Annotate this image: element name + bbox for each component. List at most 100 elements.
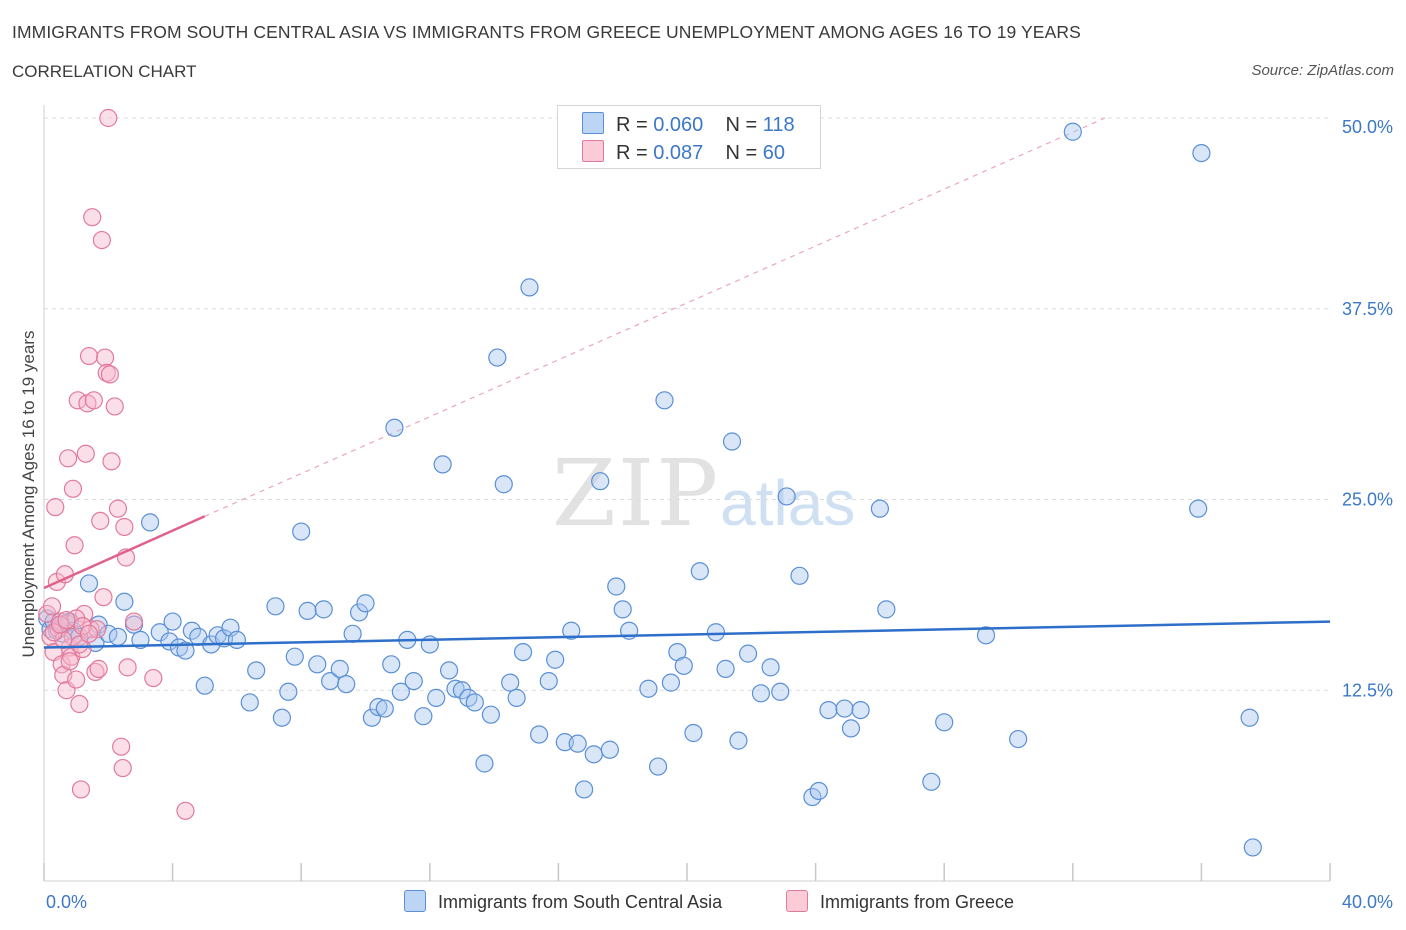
blue-swatch — [582, 112, 604, 134]
blue-point — [488, 348, 507, 367]
blue-point — [446, 679, 465, 698]
pink-swatch — [582, 140, 604, 162]
blue-point — [607, 577, 626, 596]
blue-point — [819, 700, 838, 720]
blue-point — [935, 713, 954, 732]
blue-point — [922, 772, 941, 791]
pink-point — [70, 694, 89, 714]
pink-point — [76, 444, 95, 463]
r-label: R = — [616, 114, 648, 136]
blue-point — [433, 455, 452, 474]
blue-point — [706, 623, 726, 642]
pink-point — [105, 397, 124, 416]
pink-point — [144, 668, 163, 688]
pink-point — [112, 737, 131, 756]
r-label: R = — [616, 142, 648, 164]
pink-point — [71, 780, 91, 799]
blue-point — [684, 723, 703, 743]
n-label: N = — [725, 142, 758, 164]
pink-point — [113, 758, 132, 778]
blue-point — [513, 642, 533, 662]
pink-point — [59, 449, 78, 468]
y-axis-label: Unemployment Among Ages 16 to 19 years — [19, 331, 38, 658]
blue-point — [292, 522, 311, 541]
blue-point — [591, 472, 610, 491]
blue-point — [575, 780, 594, 799]
pink-point — [44, 623, 63, 642]
blue-point — [481, 705, 500, 724]
pink-point — [79, 624, 99, 643]
blue-point — [771, 682, 790, 701]
pink-point — [57, 610, 76, 630]
blue-point — [530, 725, 549, 744]
blue-point — [648, 757, 668, 776]
blue-trend-line — [43, 620, 1331, 649]
source-note: Source: ZipAtlas.com — [1251, 62, 1394, 79]
blue-point — [176, 641, 195, 660]
pink-point — [92, 230, 111, 250]
pink-point — [46, 498, 65, 517]
blue-point — [140, 513, 160, 532]
blue-point — [661, 673, 681, 692]
blue-point — [520, 278, 539, 297]
blue-point — [546, 650, 565, 669]
blue-point — [427, 688, 446, 707]
blue-legend-swatch — [404, 890, 426, 912]
pink-point — [84, 391, 103, 410]
blue-point — [298, 601, 317, 620]
blue-point — [150, 623, 169, 642]
pink-point — [94, 588, 113, 607]
y-tick-label: 25.0% — [1342, 490, 1393, 510]
blue-point — [475, 754, 494, 773]
blue-point — [655, 391, 674, 410]
blue-point — [501, 673, 520, 692]
blue-point — [851, 700, 870, 720]
r-value: 0.060 — [653, 114, 704, 136]
pink-point — [65, 536, 84, 555]
blue-point — [639, 679, 658, 698]
pink-point — [118, 658, 137, 677]
blue-point — [115, 592, 134, 611]
pink-trend-extension — [204, 117, 1106, 517]
blue-point — [1063, 122, 1082, 141]
blue-point — [1192, 143, 1211, 163]
pink-point — [79, 346, 99, 366]
blue-point — [356, 594, 375, 613]
blue-point — [131, 630, 150, 649]
blue-point — [362, 708, 382, 727]
series-legend-blue: Immigrants from South Central Asia — [404, 890, 722, 913]
pink-point — [124, 612, 144, 631]
blue-point — [108, 627, 128, 646]
blue-point — [809, 781, 828, 801]
pink-point — [91, 511, 110, 530]
blue-point — [382, 655, 401, 674]
blue-point — [835, 699, 854, 718]
blue-point — [507, 688, 526, 707]
n-value: 60 — [762, 142, 786, 164]
blue-point — [285, 647, 304, 666]
pink-point — [86, 662, 105, 682]
blue-point — [452, 681, 472, 700]
blue-point — [343, 624, 362, 643]
pink-point — [99, 108, 118, 128]
pink-point — [115, 517, 134, 537]
n-value: 118 — [762, 114, 795, 136]
blue-point — [163, 612, 182, 631]
watermark: ZIPatlas — [552, 440, 855, 547]
blue-point — [227, 630, 246, 649]
blue-point — [690, 562, 709, 581]
pink-point — [102, 452, 121, 471]
y-tick-label: 12.5% — [1342, 680, 1393, 700]
pink-point — [63, 479, 83, 498]
blue-point — [584, 745, 603, 764]
blue-point — [716, 659, 735, 678]
blue-point — [1240, 708, 1259, 727]
stats-legend-row-blue: R = 0.060 N = 118 — [582, 112, 795, 136]
pink-point — [73, 617, 92, 636]
stats-legend-row-pink: R = 0.087 N = 60 — [582, 140, 785, 164]
blue-point — [375, 699, 394, 718]
blue-point — [539, 671, 558, 691]
blue-point — [240, 693, 259, 712]
blue-point — [600, 740, 619, 759]
blue-point — [877, 600, 896, 619]
